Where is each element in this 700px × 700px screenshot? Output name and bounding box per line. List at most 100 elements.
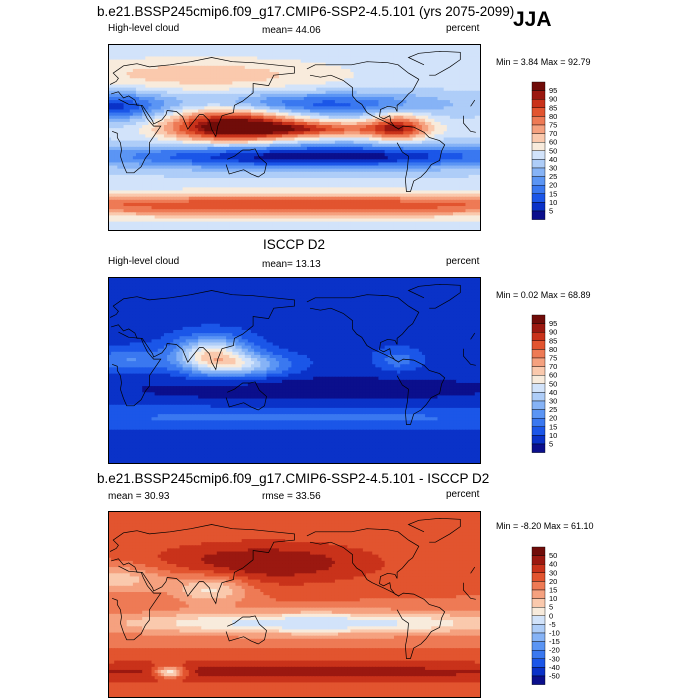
panel1-colorbar-label: 25	[549, 172, 557, 181]
panel1-colorbar-box	[531, 116, 546, 126]
panel2-colorbar-label: 30	[549, 397, 557, 406]
panel2-colorbar-label: 40	[549, 388, 557, 397]
panel2-minmax-label: Min = 0.02 Max = 68.89	[496, 290, 591, 300]
panel1-colorbar-label: 90	[549, 95, 557, 104]
panel3-colorbar-box	[531, 641, 546, 651]
panel3-colorbar-label: 30	[549, 568, 557, 577]
panel3-colorbar-label: 10	[549, 594, 557, 603]
panel3-colorbar-label: -30	[549, 654, 560, 663]
panel3-colorbar-box	[531, 589, 546, 599]
panel3-title: b.e21.BSSP245cmip6.f09_g17.CMIP6-SSP2-4.…	[97, 471, 489, 486]
panel1-colorbar-label: 80	[549, 112, 557, 121]
panel2-colorbar-box	[531, 323, 546, 333]
panel1-colorbar-box	[531, 133, 546, 143]
panel1-colorbar-box	[531, 150, 546, 160]
panel2-colorbar-label: 20	[549, 414, 557, 423]
panel2-colorbar-box	[531, 426, 546, 436]
panel2-field	[108, 277, 481, 464]
panel1-colorbar-box	[531, 159, 546, 169]
panel3-colorbar-box	[531, 606, 546, 616]
panel1-coastlines	[109, 50, 476, 192]
panel1-colorbar-box	[531, 99, 546, 109]
panel2-title: ISCCP D2	[263, 237, 325, 252]
panel1-colorbar-label: 5	[549, 207, 553, 216]
panel1-colorbar-label: 20	[549, 181, 557, 190]
panel3-colorbar-label: 40	[549, 560, 557, 569]
panel3-colorbar-label: 5	[549, 603, 553, 612]
panel2-frame	[108, 277, 481, 464]
panel3-frame	[108, 511, 481, 698]
panel1-colorbar-box	[531, 124, 546, 134]
panel2-colorbar-box	[531, 400, 546, 410]
panel3-colorbar-box	[531, 624, 546, 634]
panel2-variable-label: High-level cloud	[108, 256, 179, 267]
figure-title: b.e21.BSSP245cmip6.f09_g17.CMIP6-SSP2-4.…	[97, 4, 514, 19]
panel3-colorbar-box	[531, 658, 546, 668]
panel2-colorbar-label: 80	[549, 345, 557, 354]
panel2-colorbar-box	[531, 366, 546, 376]
panel2-colorbar-label: 75	[549, 354, 557, 363]
panel2-colorbar-label: 5	[549, 440, 553, 449]
panel3-minmax-label: Min = -8.20 Max = 61.10	[496, 521, 594, 531]
panel1-colorbar-box	[531, 176, 546, 186]
panel2-colorbar-box	[531, 443, 546, 453]
panel2-colorbar-box	[531, 332, 546, 342]
panel2-colorbar-box	[531, 383, 546, 393]
panel3-colorbar-label: 50	[549, 551, 557, 560]
panel3-colorbar-label: -50	[549, 672, 560, 681]
panel3-colorbar-label: -20	[549, 646, 560, 655]
panel1-colorbar-label: 40	[549, 155, 557, 164]
panel3-colorbar-box	[531, 649, 546, 659]
panel3-colorbar-box	[531, 675, 546, 685]
panel2-colorbar-box	[531, 314, 546, 324]
panel1-colorbar-box	[531, 167, 546, 177]
panel2-colorbar-label: 70	[549, 362, 557, 371]
panel1-colorbar-box	[531, 90, 546, 100]
panel2-colorbar-label: 50	[549, 379, 557, 388]
panel1-colorbar-label: 70	[549, 129, 557, 138]
panel3-field	[108, 511, 481, 698]
panel3-colorbar-label: -15	[549, 637, 560, 646]
panel3-rmse-label: rmse = 33.56	[262, 491, 321, 502]
panel3-colorbar-label: -10	[549, 629, 560, 638]
panel1-colorbar-box	[531, 210, 546, 220]
panel2-mean-label: mean= 13.13	[262, 259, 321, 270]
panel2-colorbar-box	[531, 392, 546, 402]
panel1-frame	[108, 44, 481, 231]
panel3-colorbar-label: 0	[549, 611, 553, 620]
panel2-colorbar-box	[531, 374, 546, 384]
panel3-colorbar-box	[531, 572, 546, 582]
panel1-units-label: percent	[446, 23, 479, 34]
panel3-units-label: percent	[446, 489, 479, 500]
panel3-colorbar-box	[531, 667, 546, 677]
panel1-mean-label: mean= 44.06	[262, 25, 321, 36]
panel2-units-label: percent	[446, 256, 479, 267]
season-label: JJA	[513, 8, 552, 32]
panel3-colorbar-label: 15	[549, 586, 557, 595]
panel2-colorbar-box	[531, 357, 546, 367]
panel3-colorbar-box	[531, 581, 546, 591]
panel2-map	[108, 277, 481, 464]
panel3-colorbar-box	[531, 546, 546, 556]
panel1-variable-label: High-level cloud	[108, 23, 179, 34]
panel3-coastlines	[109, 517, 476, 659]
panel1-colorbar-box	[531, 141, 546, 151]
panel2-colorbar-label: 15	[549, 422, 557, 431]
panel2-colorbar-box	[531, 409, 546, 419]
panel1-colorbar-label: 85	[549, 103, 557, 112]
panel2-colorbar-label: 90	[549, 328, 557, 337]
panel3-mean-label: mean = 30.93	[108, 491, 169, 502]
panel1-colorbar-label: 60	[549, 138, 557, 147]
panel2-colorbar-label: 95	[549, 319, 557, 328]
panel3-colorbar-label: -5	[549, 620, 556, 629]
panel1-field	[108, 44, 481, 231]
panel2-colorbar-box	[531, 435, 546, 445]
panel3-colorbar-box	[531, 632, 546, 642]
panel2-coastlines	[109, 283, 476, 425]
panel1-colorbar-box	[531, 81, 546, 91]
panel1-minmax-label: Min = 3.84 Max = 92.79	[496, 57, 591, 67]
panel3-colorbar-box	[531, 555, 546, 565]
panel1-colorbar-label: 75	[549, 121, 557, 130]
